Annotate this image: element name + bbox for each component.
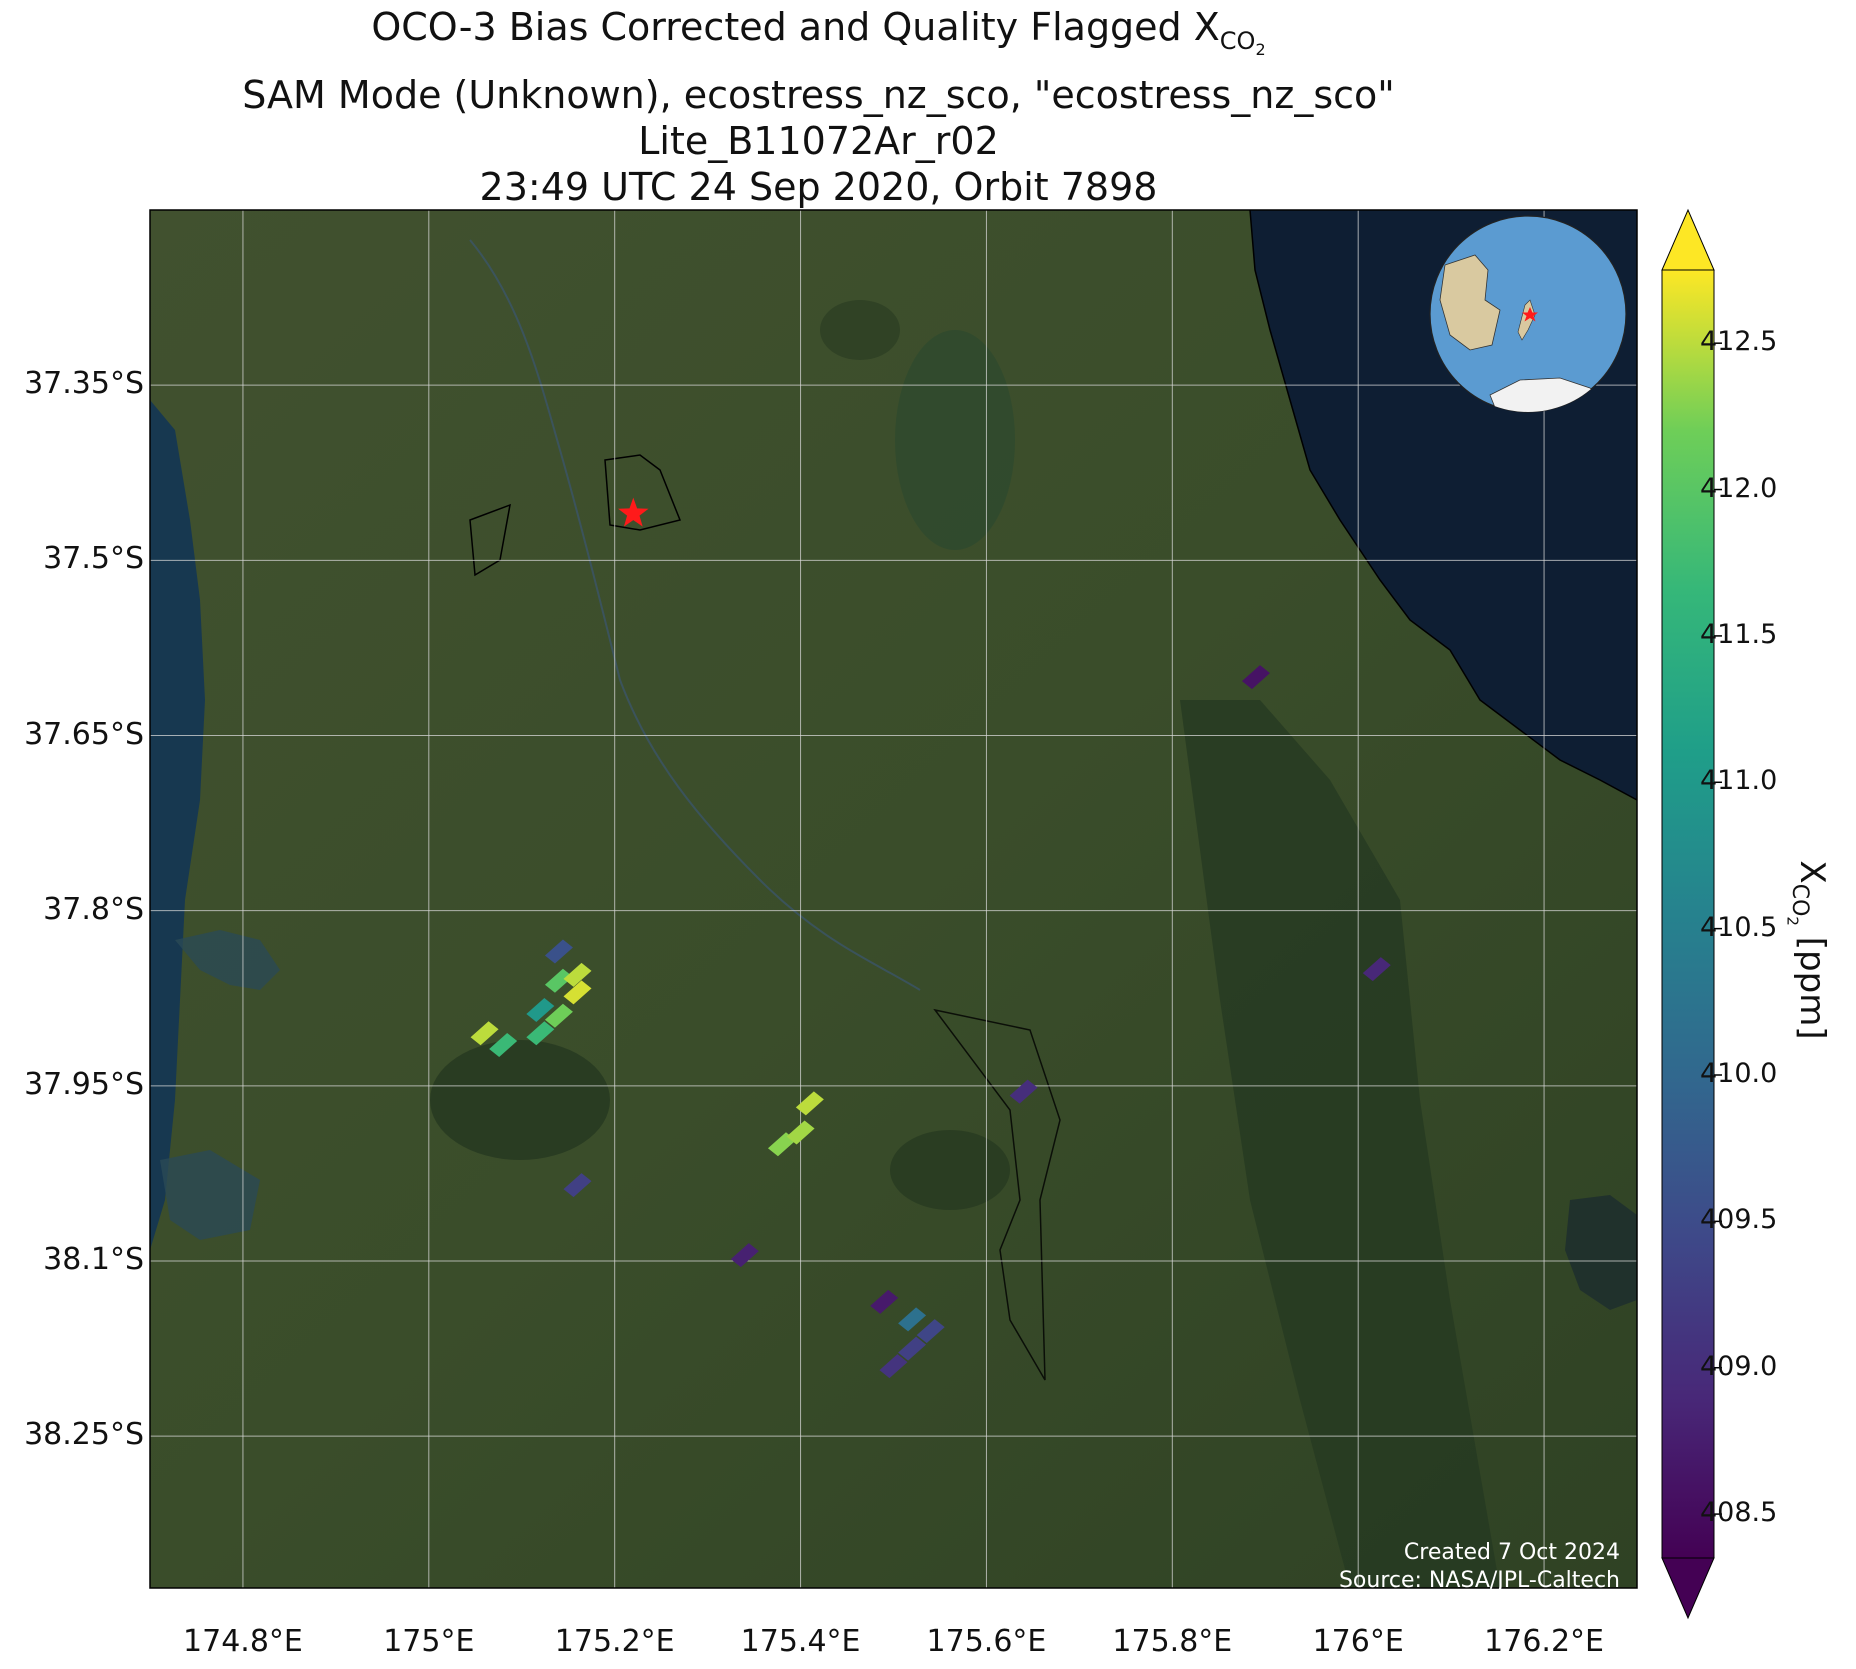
sounding-footprint — [563, 962, 592, 987]
sounding-footprint — [898, 1307, 927, 1332]
sounding-footprint — [489, 1032, 518, 1057]
colorbar-tick-label: 410.0 — [1700, 1058, 1778, 1089]
colorbar-tick-label: 408.5 — [1700, 1497, 1778, 1529]
colorbar-extend-max — [1661, 208, 1715, 271]
sounding-footprint — [870, 1289, 899, 1314]
harbour-water — [175, 930, 280, 990]
graticule — [150, 210, 1637, 1588]
forest-patch — [820, 300, 900, 360]
title-sub: CO2 — [1219, 26, 1266, 59]
ocean-west — [150, 400, 205, 1250]
sounding-footprint — [526, 1021, 555, 1046]
satellite-basemap — [150, 210, 1637, 1588]
map-frame — [149, 209, 1638, 1589]
lat-tick-label: 37.5°S — [43, 541, 144, 577]
lat-tick-label: 38.1°S — [43, 1242, 144, 1278]
lat-tick-label: 37.35°S — [24, 366, 144, 402]
region-outline-3 — [933, 1008, 1061, 1381]
sounding-footprint — [916, 1319, 945, 1344]
soundings-layer — [470, 665, 1391, 1379]
sounding-footprint — [730, 1243, 759, 1268]
sounding-footprint — [1009, 1079, 1038, 1104]
sounding-footprint — [563, 1173, 592, 1198]
credit-created: Created 7 Oct 2024 — [1403, 1540, 1620, 1565]
colorbar-title: XCO2 [ppm] — [1783, 860, 1833, 1040]
sounding-footprint — [544, 939, 573, 964]
target-star-icon — [618, 497, 649, 527]
sounding-footprint — [544, 1003, 573, 1028]
lon-tick-label: 175.8°E — [1112, 1624, 1233, 1659]
sounding-footprint — [1241, 665, 1270, 690]
sounding-footprint — [563, 980, 592, 1005]
colorbar-tick-label: 411.5 — [1700, 618, 1778, 650]
globe-target-star-icon — [1522, 307, 1538, 322]
lon-tick-label: 175°E — [383, 1624, 475, 1659]
title-line-2: SAM Mode (Unknown), ecostress_nz_sco, "e… — [242, 73, 1395, 118]
colorbar-tick-label: 409.5 — [1700, 1204, 1778, 1236]
colorbar-tick-label: 410.5 — [1700, 911, 1778, 943]
colorbar-tick-label: 411.0 — [1700, 765, 1778, 797]
colorbar-ticks — [1714, 342, 1722, 1515]
title-line-3: Lite_B11072Ar_r02 — [638, 119, 999, 164]
sounding-footprint — [786, 1120, 815, 1145]
river-waikato — [469, 239, 921, 991]
colorbar-tick-label: 412.5 — [1700, 326, 1778, 358]
sounding-footprint — [795, 1091, 824, 1116]
colorbar — [1661, 208, 1722, 1620]
title-line-1: OCO-3 Bias Corrected and Quality Flagged… — [371, 5, 1266, 59]
sounding-footprint — [879, 1354, 908, 1379]
sounding-footprint — [898, 1336, 927, 1361]
colorbar-tick-label: 412.0 — [1700, 472, 1778, 504]
coastline-east — [1249, 210, 1637, 801]
globe-australia — [1439, 254, 1501, 351]
target-marker-layer — [618, 497, 649, 527]
sounding-footprint — [470, 1021, 499, 1046]
lat-tick-label: 37.95°S — [24, 1066, 144, 1102]
title-block: OCO-3 Bias Corrected and Quality Flagged… — [150, 4, 1487, 210]
credit-source: Source: NASA/JPL-Caltech — [1338, 1568, 1620, 1593]
forest-patch — [430, 1040, 610, 1160]
lake-rotorua — [1565, 1195, 1637, 1310]
colorbar-tick-label: 409.0 — [1700, 1350, 1778, 1382]
lon-tick-label: 176.2°E — [1484, 1624, 1604, 1659]
wetland-area — [895, 330, 1015, 550]
sounding-footprint — [544, 968, 573, 993]
harbour-water-2 — [160, 1150, 260, 1240]
forest-patch — [890, 1130, 1010, 1210]
lon-tick-label: 175.6°E — [926, 1624, 1047, 1659]
lat-tick-label: 37.8°S — [43, 891, 144, 927]
lat-tick-label: 37.65°S — [24, 716, 144, 752]
lon-tick-label: 176°E — [1312, 1624, 1404, 1659]
ranges-east — [1180, 700, 1500, 1588]
title-line-4: 23:49 UTC 24 Sep 2020, Orbit 7898 — [479, 165, 1158, 210]
sounding-footprint — [526, 997, 555, 1022]
globe-locator-icon — [1429, 215, 1627, 413]
region-outline — [604, 454, 682, 531]
lon-tick-label: 174.8°E — [183, 1624, 303, 1659]
colorbar-extend-min — [1661, 1557, 1715, 1620]
lat-tick-label: 38.25°S — [24, 1417, 144, 1453]
lon-tick-label: 175.2°E — [554, 1624, 675, 1659]
sounding-footprint — [1362, 957, 1391, 982]
lon-tick-label: 175.4°E — [740, 1624, 861, 1659]
